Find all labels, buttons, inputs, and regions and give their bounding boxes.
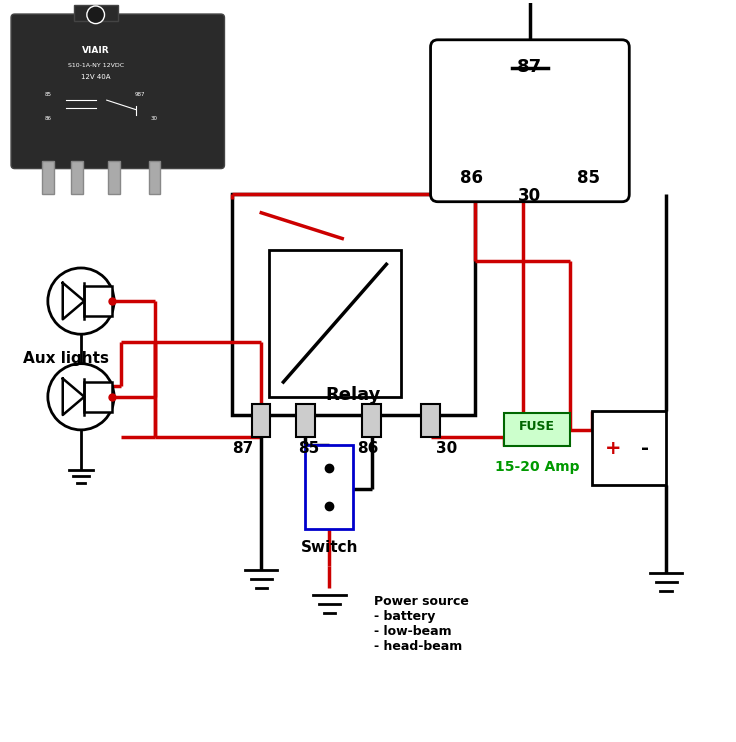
Circle shape <box>48 364 114 430</box>
Text: -: - <box>642 439 649 458</box>
Text: 987: 987 <box>135 93 145 97</box>
Bar <box>362 404 381 437</box>
Text: 87: 87 <box>517 58 542 76</box>
Bar <box>421 404 440 437</box>
Bar <box>252 404 271 437</box>
Circle shape <box>87 6 105 24</box>
Text: 15-20 Amp: 15-20 Amp <box>495 460 579 473</box>
Text: FUSE: FUSE <box>520 420 555 433</box>
Text: Aux lights: Aux lights <box>24 351 109 366</box>
Bar <box>269 249 401 397</box>
Text: Power source
- battery
- low-beam
- head-beam: Power source - battery - low-beam - head… <box>374 596 468 654</box>
Text: 85: 85 <box>577 169 601 187</box>
Text: 85: 85 <box>299 441 319 456</box>
Text: 86: 86 <box>357 441 379 456</box>
Bar <box>592 412 666 485</box>
Bar <box>84 382 113 412</box>
Text: 87: 87 <box>233 441 253 456</box>
FancyBboxPatch shape <box>11 14 224 168</box>
Bar <box>74 5 118 22</box>
Bar <box>305 444 353 529</box>
Text: S10-1A-NY 12VDC: S10-1A-NY 12VDC <box>68 63 124 68</box>
Circle shape <box>48 268 114 334</box>
Text: 30: 30 <box>151 116 158 121</box>
Bar <box>84 286 113 316</box>
Text: 30: 30 <box>518 187 542 205</box>
Text: Relay: Relay <box>325 386 381 404</box>
FancyBboxPatch shape <box>431 40 629 202</box>
Text: 85: 85 <box>44 93 52 97</box>
Bar <box>296 404 315 437</box>
Text: Switch: Switch <box>300 540 358 555</box>
Bar <box>149 161 160 194</box>
Bar <box>71 161 83 194</box>
Text: 30: 30 <box>436 441 457 456</box>
Bar <box>108 161 120 194</box>
Text: 12V 40A: 12V 40A <box>81 73 110 79</box>
Text: VIAIR: VIAIR <box>82 46 110 56</box>
Bar <box>232 194 475 416</box>
Text: +: + <box>605 439 621 458</box>
Bar <box>42 161 54 194</box>
Bar <box>504 413 570 447</box>
Text: 86: 86 <box>459 169 483 187</box>
Text: 86: 86 <box>44 116 52 121</box>
